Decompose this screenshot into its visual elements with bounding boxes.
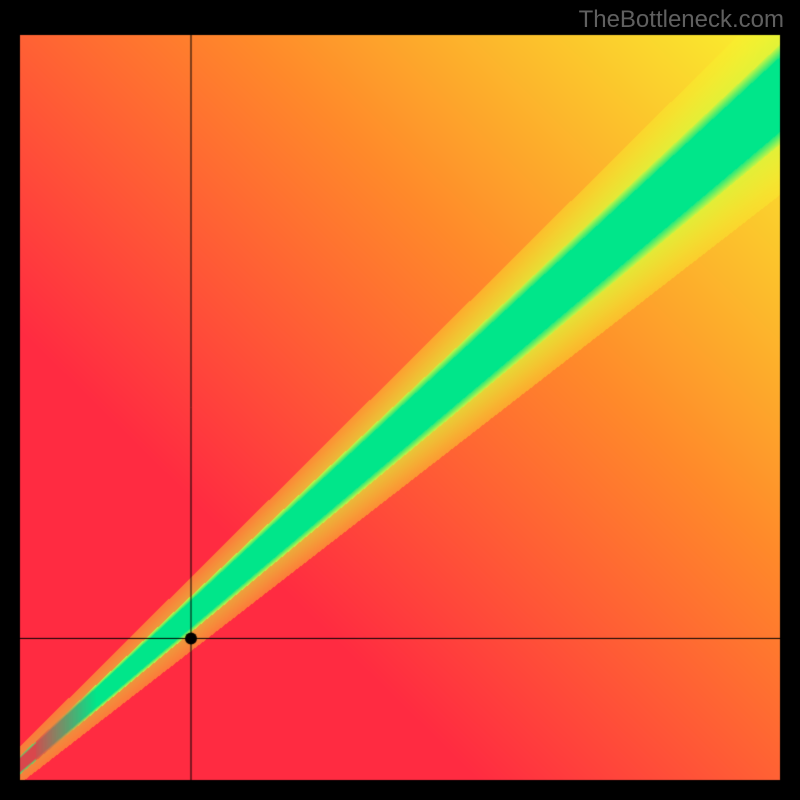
bottleneck-heatmap bbox=[0, 0, 800, 800]
chart-container: TheBottleneck.com bbox=[0, 0, 800, 800]
watermark-text: TheBottleneck.com bbox=[579, 6, 784, 34]
